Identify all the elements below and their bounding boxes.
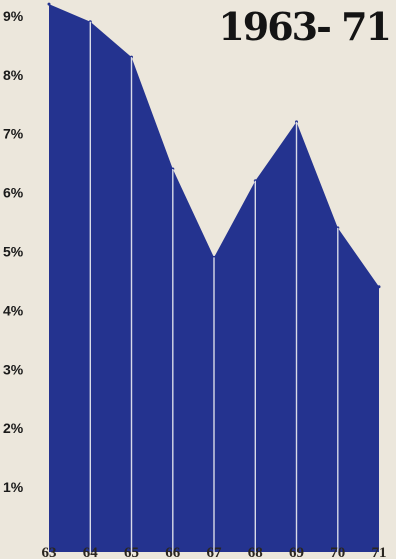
x-tick-label: 67 bbox=[207, 545, 223, 559]
y-tick-label: 7% bbox=[3, 126, 24, 142]
y-axis-labels: 1% 2% 3% 4% 5% 6% 7% 8% 9% bbox=[3, 8, 24, 495]
y-tick-label: 6% bbox=[3, 185, 24, 201]
y-tick-label: 3% bbox=[3, 361, 24, 377]
chart-title: 1963- 71 bbox=[218, 4, 392, 49]
y-tick-label: 4% bbox=[3, 302, 24, 318]
y-tick-label: 2% bbox=[3, 420, 24, 436]
x-tick-label: 63 bbox=[42, 545, 57, 559]
data-point-71 bbox=[377, 285, 381, 289]
y-tick-label: 9% bbox=[3, 8, 24, 24]
x-axis-labels: 63 64 65 66 67 68 69 70 71 bbox=[42, 545, 387, 559]
x-tick-label: 65 bbox=[124, 545, 139, 559]
x-tick-label: 68 bbox=[248, 545, 263, 559]
data-point-63 bbox=[47, 2, 51, 6]
x-tick-label: 71 bbox=[372, 545, 387, 559]
y-tick-label: 5% bbox=[3, 244, 24, 260]
divider-layer bbox=[89, 21, 339, 552]
y-tick-label: 1% bbox=[3, 479, 24, 495]
x-tick-label: 69 bbox=[289, 545, 304, 559]
x-tick-label: 64 bbox=[83, 545, 99, 559]
x-tick-label: 70 bbox=[330, 545, 345, 559]
y-tick-label: 8% bbox=[3, 67, 24, 83]
x-tick-label: 66 bbox=[165, 545, 181, 559]
